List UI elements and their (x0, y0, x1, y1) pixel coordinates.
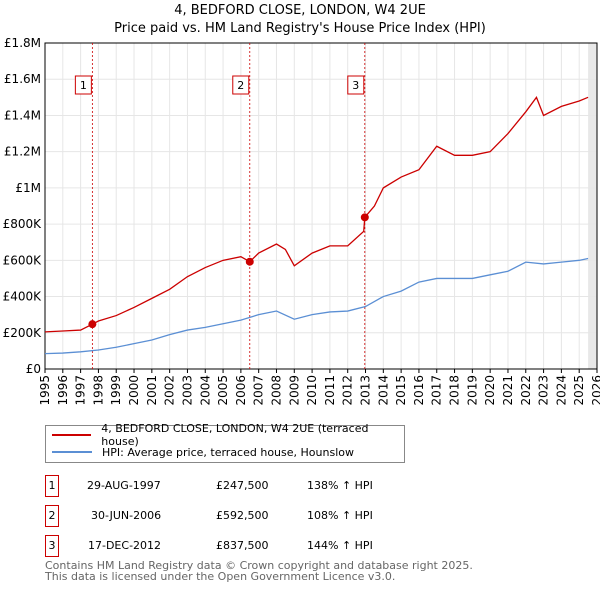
chart-title: 4, BEDFORD CLOSE, LONDON, W4 2UE (174, 3, 426, 18)
hpi-change: 108% ↑ HPI (307, 509, 373, 522)
legend-property: 4, BEDFORD CLOSE, LONDON, W4 2UE (terrac… (101, 422, 369, 448)
y-tick-label: £400K (3, 290, 43, 304)
x-tick-label: 2011 (323, 375, 337, 406)
price: £247,500 (216, 479, 269, 492)
sale-point (88, 320, 97, 329)
sale-label-box (347, 75, 365, 95)
marker-box: 2 (45, 505, 59, 527)
x-tick-label: 2017 (430, 375, 444, 406)
legend-hpi: HPI: Average price, terraced house, Houn… (102, 445, 354, 459)
legend-blue-line (52, 451, 92, 453)
sale-label-box (232, 75, 250, 95)
x-tick-label: 2001 (145, 375, 159, 406)
x-tick-label: 2014 (376, 375, 390, 406)
x-tick-label: 1998 (91, 375, 105, 406)
sale-label-box (74, 75, 92, 95)
x-tick-label: 2026 (590, 375, 600, 406)
x-tick-label: 2013 (359, 375, 373, 406)
y-tick-label: £1.2M (4, 145, 41, 159)
x-tick-label: 2020 (483, 375, 497, 406)
sale-label: 3 (352, 79, 359, 92)
legend: 4, BEDFORD CLOSE, LONDON, W4 2UE (terrac… (45, 422, 405, 463)
sale-label: 2 (237, 79, 244, 92)
x-tick-label: 2000 (127, 375, 141, 406)
y-tick-label: £1M (15, 181, 41, 195)
x-tick-label: 2004 (198, 375, 212, 406)
y-tick-label: £1.6M (4, 72, 41, 86)
x-tick-label: 2023 (537, 375, 551, 406)
x-tick-label: 2005 (216, 375, 230, 406)
x-tick-label: 2025 (572, 375, 586, 406)
x-tick-label: 1996 (56, 375, 70, 406)
price-chart: £0 £200K £400K £600K £800K £1M £1.2M £1.4M £1.6M… (3, 36, 600, 406)
y-tick-label: £600K (3, 253, 43, 267)
property-price-line (44, 96, 589, 333)
y-tick-label: £800K (3, 217, 43, 231)
x-tick-label: 2006 (234, 375, 248, 406)
legend-red-line (52, 434, 92, 436)
x-tick-label: 2007 (252, 375, 266, 406)
hpi-change: 138% ↑ HPI (307, 479, 373, 492)
x-tick-label: 2010 (305, 375, 319, 406)
x-tick-label: 2024 (554, 375, 568, 406)
marker-box: 3 (45, 535, 59, 557)
x-tick-label: 2009 (287, 375, 301, 406)
x-tick-label: 2016 (412, 375, 426, 406)
y-tick-label: £0 (26, 362, 41, 376)
x-tick-label: 2003 (180, 375, 194, 406)
footer-line: Contains HM Land Registry data © Crown c… (45, 559, 473, 572)
x-tick-label: 1995 (38, 375, 52, 406)
plot-frame (44, 42, 598, 370)
sale-point (245, 257, 254, 266)
x-tick-label: 2018 (448, 375, 462, 406)
x-tick-label: 1999 (109, 375, 123, 406)
x-tick-label: 2019 (465, 375, 479, 406)
x-tick-label: 2012 (341, 375, 355, 406)
x-tick-label: 2021 (501, 375, 515, 406)
chart-subtitle: Price paid vs. HM Land Registry's House … (114, 21, 486, 36)
footer: Contains HM Land Registry data © Crown c… (45, 560, 473, 582)
footer-line: This data is licensed under the Open Gov… (45, 570, 396, 583)
y-tick-label: £1.8M (4, 36, 41, 50)
sale-point (360, 213, 369, 222)
sale-label: 1 (80, 79, 87, 92)
date: 30-JUN-2006 (91, 509, 162, 522)
y-tick-label: £200K (3, 326, 43, 340)
future-shade (588, 43, 597, 369)
x-tick-label: 2008 (269, 375, 283, 406)
hpi-line (44, 257, 589, 355)
price: £837,500 (216, 539, 269, 552)
date: 17-DEC-2012 (88, 539, 162, 552)
price: £592,500 (216, 509, 269, 522)
x-tick-label: 2022 (519, 375, 533, 406)
hpi-change: 144% ↑ HPI (307, 539, 373, 552)
x-tick-label: 1997 (74, 375, 88, 406)
x-tick-label: 2002 (163, 375, 177, 406)
marker-box: 1 (45, 475, 59, 497)
date: 29-AUG-1997 (87, 479, 161, 492)
x-tick-label: 2015 (394, 375, 408, 406)
y-tick-label: £1.4M (4, 108, 41, 122)
